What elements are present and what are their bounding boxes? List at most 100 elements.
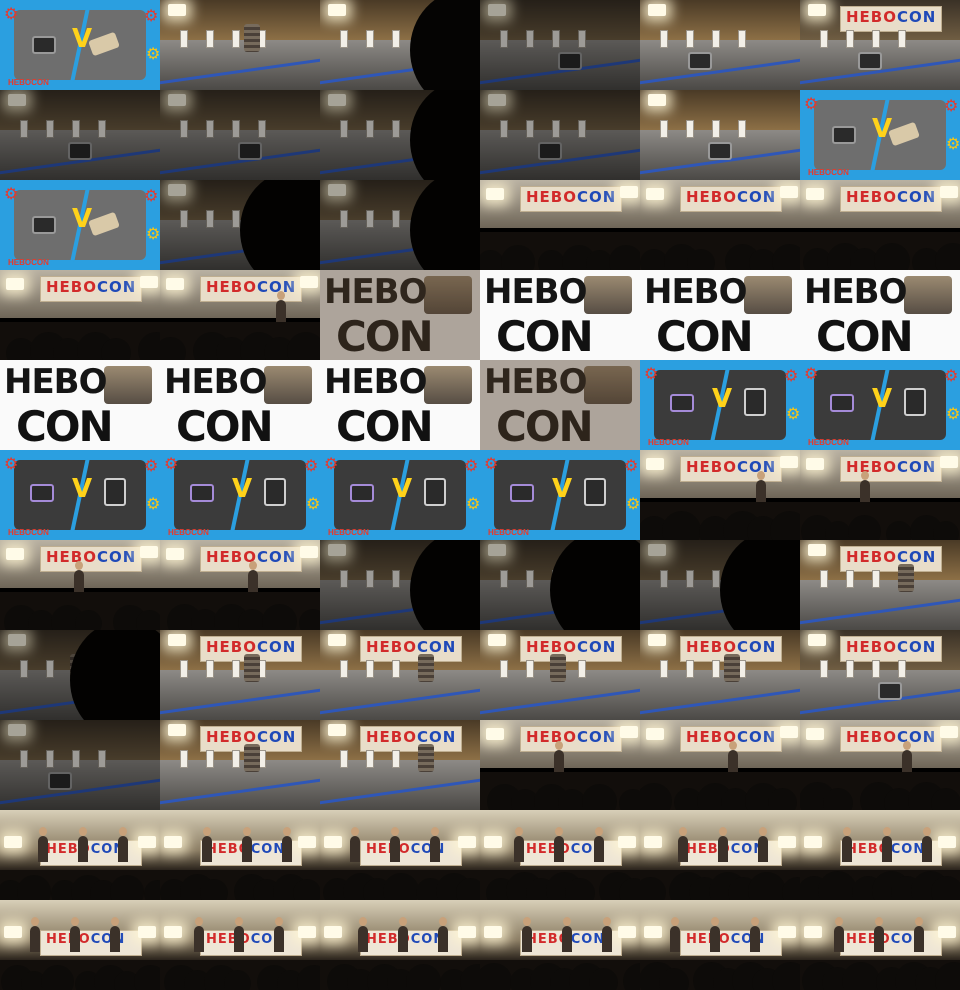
person-face — [119, 827, 127, 836]
video-frame: HEBOCON — [800, 810, 960, 900]
arena-post — [180, 660, 188, 678]
arena-post — [206, 30, 214, 48]
audience-head — [640, 249, 668, 270]
audience-head — [110, 874, 145, 900]
standing-person — [902, 741, 912, 776]
vs-bolt: V — [72, 474, 93, 504]
arena-post — [526, 120, 534, 138]
hebocon-banner — [200, 930, 302, 956]
vs-bolt: V — [232, 474, 253, 504]
poster-logo: HEBOCON — [8, 78, 49, 87]
gear-icon: ⚙ — [626, 494, 640, 513]
audience-head — [850, 248, 880, 270]
poster-logo: HEBOCON — [808, 168, 849, 177]
foreground-head — [410, 540, 480, 630]
standing-person — [248, 561, 258, 596]
shade-overlay — [0, 90, 160, 180]
standing-person — [276, 291, 286, 326]
person-face — [603, 917, 611, 926]
shade-overlay — [640, 540, 800, 630]
video-frame — [480, 540, 640, 630]
person-face — [31, 917, 39, 926]
stage-lamp — [298, 926, 316, 938]
audience-head — [623, 963, 640, 990]
stage-lamp — [138, 926, 156, 938]
arena-post — [46, 660, 54, 678]
video-frame: V ⚙ ⚙ ⚙ HEBOCON — [800, 360, 960, 450]
arena-post — [180, 750, 188, 768]
audience-head — [287, 331, 320, 360]
video-frame: V ⚙ ⚙ ⚙ HEBOCON — [0, 450, 160, 540]
video-frame: HEBOCON — [0, 810, 160, 900]
audience-head — [848, 515, 882, 540]
foreground-head — [410, 180, 480, 270]
stage-lamp — [808, 634, 826, 646]
arena-post — [820, 30, 828, 48]
arena-post — [872, 660, 880, 678]
audience-head — [144, 879, 160, 900]
video-frame: HEBOCON — [0, 900, 160, 990]
banner-text: HEBOCON — [526, 728, 617, 746]
video-frame: HEBOCON — [640, 450, 800, 540]
stage-lamp — [646, 188, 664, 200]
stage-lamp — [648, 94, 666, 106]
video-frame: HEBOCON — [480, 630, 640, 720]
arena-post — [72, 750, 80, 768]
video-frame: HEBOCON — [800, 630, 960, 720]
audience-head — [687, 249, 716, 270]
robot-left — [30, 484, 54, 502]
standing-person — [562, 917, 572, 952]
stage-lamp — [8, 634, 26, 646]
person-face — [391, 827, 399, 836]
video-frame — [320, 540, 480, 630]
hebocon-banner — [360, 726, 462, 752]
audience-head — [27, 609, 55, 630]
arena-post — [46, 750, 54, 768]
title-photo — [264, 366, 312, 404]
person-face — [923, 827, 931, 836]
robot-left — [832, 126, 856, 144]
robot — [238, 142, 262, 160]
audience-head — [581, 783, 617, 810]
audience-head — [20, 970, 47, 990]
standing-person — [522, 917, 532, 952]
tin-can-robot — [244, 654, 260, 682]
person-face — [111, 917, 119, 926]
title-word-top: HEBO — [324, 362, 427, 402]
person-face — [439, 917, 447, 926]
standing-person — [718, 827, 728, 862]
arena-post — [578, 30, 586, 48]
arena-post — [366, 120, 374, 138]
person-face — [283, 827, 291, 836]
foreground-head — [550, 540, 640, 630]
person-face — [679, 827, 687, 836]
person-face — [757, 471, 765, 480]
audience-head — [884, 787, 914, 810]
stage-lamp — [808, 4, 826, 16]
video-frame: HEBOCON — [320, 810, 480, 900]
tin-can-robot — [244, 24, 260, 52]
stage-lamp — [486, 188, 504, 200]
person-face — [835, 917, 843, 926]
video-frame — [0, 90, 160, 180]
person-face — [277, 291, 285, 300]
stage-lamp — [938, 926, 956, 938]
hebocon-banner — [840, 930, 942, 956]
gear-icon: ⚙ — [804, 94, 819, 113]
standing-person — [438, 917, 448, 952]
stage-lamp — [328, 724, 346, 736]
stage-lamp — [140, 546, 158, 558]
person-face — [719, 827, 727, 836]
arena-post — [392, 120, 400, 138]
audience-head — [480, 963, 512, 990]
arena-post — [526, 570, 534, 588]
video-frame: HEBOCON — [320, 900, 480, 990]
person-face — [875, 917, 883, 926]
foreground-head — [410, 90, 480, 180]
arena-post — [738, 120, 746, 138]
person-face — [71, 917, 79, 926]
arena-post — [578, 660, 586, 678]
arena-post — [686, 570, 694, 588]
standing-person — [678, 827, 688, 862]
title-word-top: HEBO — [484, 362, 587, 402]
